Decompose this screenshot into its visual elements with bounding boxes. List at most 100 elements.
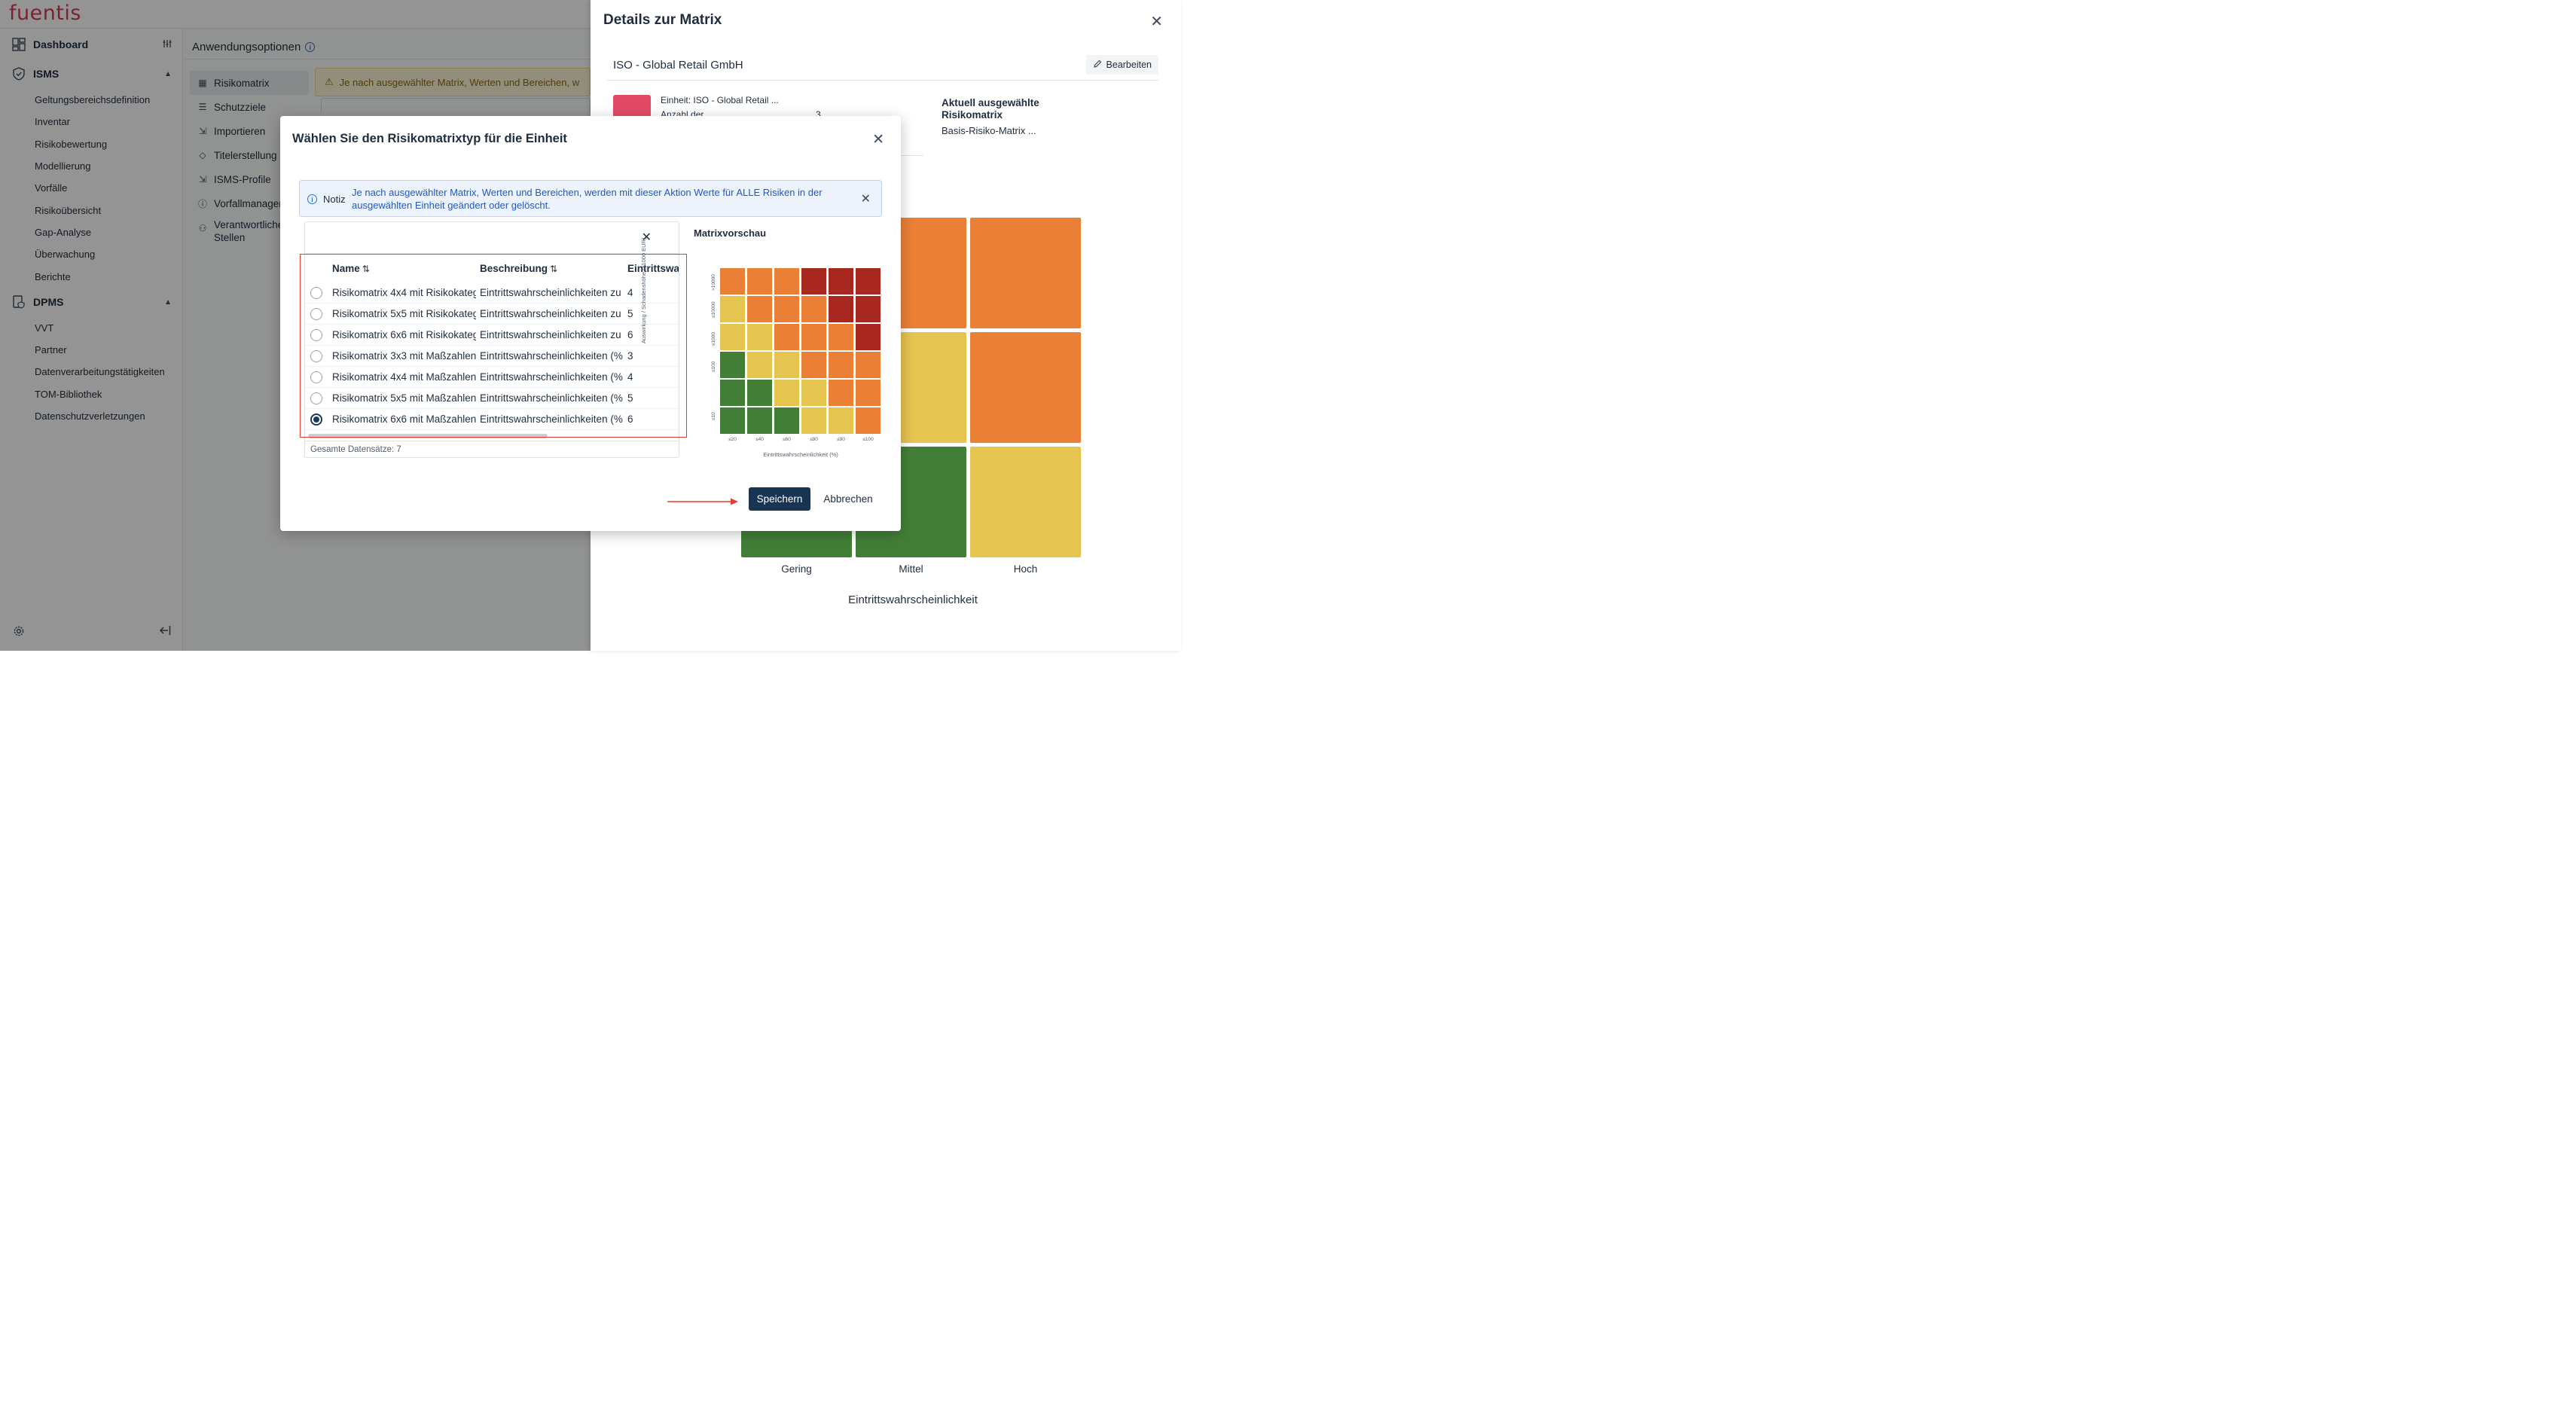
cell-probability: 6: [627, 413, 633, 425]
sidebar-item-vvt[interactable]: VVT: [35, 322, 54, 334]
options-menu-titelerstellung[interactable]: ◇ Titelerstellung: [190, 143, 309, 167]
sidebar-item-risikouebersicht[interactable]: Risikoübersicht: [35, 205, 102, 216]
sidebar-item-risikobewertung[interactable]: Risikobewertung: [35, 139, 108, 150]
shield-icon: [12, 67, 26, 81]
table-footer-total: Gesamte Datensätze: 7: [305, 441, 679, 457]
close-icon[interactable]: ✕: [860, 193, 871, 206]
warning-text: Je nach ausgewählter Matrix, Werten und …: [339, 76, 580, 88]
table-row[interactable]: Risikomatrix 5x5 mit Risikokategorien Ei…: [305, 304, 679, 325]
preview-cell: [774, 268, 799, 294]
unit-name: ISO - Global Retail GmbH: [613, 59, 743, 72]
options-menu-isms-profile[interactable]: ⇲ ISMS-Profile: [190, 167, 309, 191]
preview-y-label: ≤10000: [711, 301, 716, 318]
table-header: Name ⇅ Beschreibung ⇅ Eintrittswa: [305, 257, 679, 282]
sidebar-item-gap-analyse[interactable]: Gap-Analyse: [35, 227, 92, 238]
column-header-description[interactable]: Beschreibung ⇅: [480, 263, 557, 274]
cancel-button[interactable]: Abbrechen: [823, 493, 873, 505]
edit-button[interactable]: Bearbeiten: [1085, 55, 1158, 75]
sidebar-item-datenverarbeitungstaetigkeiten[interactable]: Datenverarbeitungstätigkeiten: [35, 366, 165, 377]
sort-icon[interactable]: ⇅: [550, 264, 558, 274]
preview-cell: [829, 324, 853, 350]
preview-cell: [829, 407, 853, 434]
gear-icon[interactable]: [13, 625, 25, 640]
warning-icon: ⚠: [325, 76, 334, 87]
sidebar-item-partner[interactable]: Partner: [35, 344, 67, 356]
table-row[interactable]: Risikomatrix 4x4 mit Maßzahlen Eintritts…: [305, 367, 679, 388]
table-row[interactable]: Risikomatrix 4x4 mit Risikokategorien Ei…: [305, 282, 679, 304]
sidebar-item-datenschutzverletzungen[interactable]: Datenschutzverletzungen: [35, 410, 145, 422]
preview-cell: [720, 324, 745, 350]
sliders-icon[interactable]: [163, 39, 172, 50]
cell-description: Eintrittswahrscheinlichkeiten (%: [480, 371, 623, 383]
options-menu-vorfallmanager[interactable]: ⓘ Vorfallmanager: [190, 191, 309, 215]
options-menu-label: Schutzziele: [214, 101, 267, 113]
sidebar-dashboard[interactable]: Dashboard: [12, 38, 172, 51]
chevron-up-icon[interactable]: ▲: [164, 298, 172, 307]
sidebar-dpms[interactable]: DPMS ▲: [12, 295, 172, 309]
preview-cell: [774, 324, 799, 350]
page-title: Anwendungsoptionen i: [192, 41, 316, 53]
horizontal-scrollbar[interactable]: [308, 434, 548, 438]
cell-name: Risikomatrix 4x4 mit Maßzahlen: [332, 371, 476, 383]
chevron-up-icon[interactable]: ▲: [164, 69, 172, 78]
table-row[interactable]: Risikomatrix 3x3 mit Maßzahlen Eintritts…: [305, 346, 679, 367]
collapse-sidebar-icon[interactable]: [159, 625, 171, 640]
row-radio-selected[interactable]: [310, 413, 322, 426]
preview-y-label: ≤10: [711, 412, 716, 420]
close-icon[interactable]: ✕: [872, 132, 884, 148]
row-radio[interactable]: [310, 329, 322, 341]
preview-cell: [720, 296, 745, 322]
cell-probability: 5: [627, 392, 633, 404]
row-radio[interactable]: [310, 287, 322, 299]
import-icon: ⇲: [198, 174, 207, 185]
options-menu-label: ISMS-Profile: [214, 173, 271, 185]
options-menu-risikomatrix[interactable]: ▦ Risikomatrix: [190, 71, 309, 95]
options-menu-schutzziele[interactable]: ☰ Schutzziele: [190, 95, 309, 119]
sidebar-item-berichte[interactable]: Berichte: [35, 271, 71, 282]
table-row[interactable]: Risikomatrix 5x5 mit Maßzahlen Eintritts…: [305, 388, 679, 409]
info-icon[interactable]: i: [305, 42, 316, 52]
row-radio[interactable]: [310, 392, 322, 404]
table-body: Risikomatrix 4x4 mit Risikokategorien Ei…: [305, 282, 679, 430]
preview-cell: [747, 407, 772, 434]
table-row-selected[interactable]: Risikomatrix 6x6 mit Maßzahlen Eintritts…: [305, 409, 679, 430]
column-header-name[interactable]: Name ⇅: [332, 263, 370, 274]
options-menu-label: Verantwortliche Stellen: [214, 219, 284, 243]
preview-cell: [774, 352, 799, 378]
table-row[interactable]: Risikomatrix 6x6 mit Risikokategorien Ei…: [305, 325, 679, 346]
sort-icon[interactable]: ⇅: [362, 264, 370, 274]
close-icon[interactable]: ✕: [1150, 14, 1163, 30]
cell-name: Risikomatrix 5x5 mit Maßzahlen: [332, 392, 476, 404]
preview-x-label: ≤20: [728, 437, 737, 442]
sidebar-item-geltungsbereichsdefinition[interactable]: Geltungsbereichsdefinition: [35, 94, 151, 105]
save-button[interactable]: Speichern: [749, 487, 810, 511]
preview-cell: [774, 380, 799, 406]
sidebar-isms[interactable]: ISMS ▲: [12, 67, 172, 81]
dashboard-icon: [12, 38, 26, 51]
options-menu-verantwortliche-stellen[interactable]: ⚇ Verantwortliche Stellen: [190, 215, 309, 246]
sidebar-item-vorfaelle[interactable]: Vorfälle: [35, 182, 68, 194]
preview-x-label: ≤100: [862, 437, 874, 442]
cell-name: Risikomatrix 5x5 mit Risikokategorien: [332, 308, 476, 319]
dialog-title: Wählen Sie den Risikomatrixtyp für die E…: [292, 132, 567, 145]
sidebar-item-tom-bibliothek[interactable]: TOM-Bibliothek: [35, 389, 102, 400]
column-header-probability[interactable]: Eintrittswa: [627, 263, 679, 274]
row-radio[interactable]: [310, 308, 322, 320]
options-menu-importieren[interactable]: ⇲ Importieren: [190, 119, 309, 143]
fuentis-logo[interactable]: fuentis: [9, 2, 81, 25]
cell-probability: 3: [627, 350, 633, 362]
preview-cell: [856, 268, 881, 294]
row-radio[interactable]: [310, 371, 322, 383]
cell-name: Risikomatrix 6x6 mit Risikokategorien: [332, 329, 476, 340]
sidebar-item-ueberwachung[interactable]: Überwachung: [35, 249, 96, 260]
options-menu-label: Importieren: [214, 125, 266, 137]
top-bar: fuentis: [0, 0, 591, 29]
sidebar-item-inventar[interactable]: Inventar: [35, 116, 70, 127]
page-title-text: Anwendungsoptionen: [192, 41, 301, 53]
note-banner: i Notiz Je nach ausgewählter Matrix, Wer…: [299, 180, 882, 217]
preview-cell: [801, 380, 826, 406]
close-icon[interactable]: ✕: [641, 231, 652, 244]
sidebar-item-modellierung[interactable]: Modellierung: [35, 160, 91, 172]
current-matrix-heading: Aktuell ausgewählte Risikomatrix: [942, 97, 1039, 121]
row-radio[interactable]: [310, 350, 322, 362]
